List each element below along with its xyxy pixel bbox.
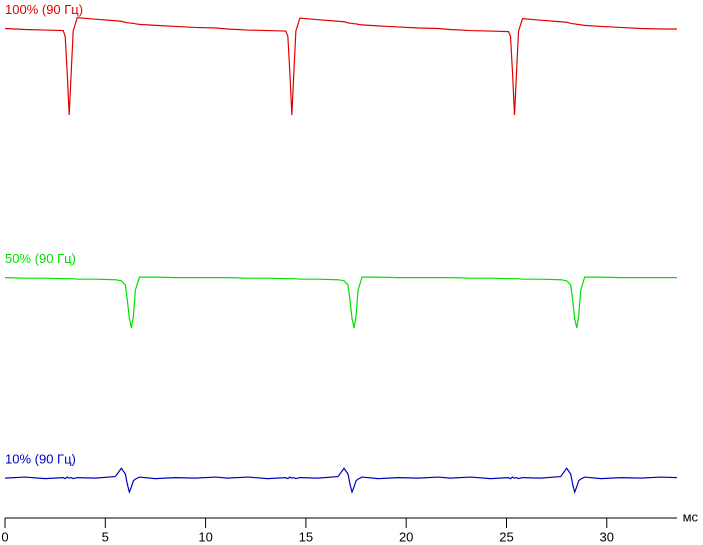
x-axis-label: мс bbox=[683, 509, 699, 524]
data-line bbox=[4, 16, 677, 116]
data-line bbox=[4, 467, 678, 495]
legend-label: 50% (90 Гц) bbox=[5, 251, 76, 266]
x-tick-label: 25 bbox=[499, 529, 513, 544]
x-tick-label: 20 bbox=[399, 529, 413, 544]
x-tick-label: 5 bbox=[102, 529, 109, 544]
x-tick-label: 10 bbox=[198, 529, 212, 544]
x-tick-label: 30 bbox=[600, 529, 614, 544]
x-tick-label: 15 bbox=[299, 529, 313, 544]
legend-label: 100% (90 Гц) bbox=[5, 2, 83, 17]
legend-label: 10% (90 Гц) bbox=[5, 452, 76, 467]
data-line bbox=[4, 276, 677, 329]
x-tick-label: 0 bbox=[1, 529, 8, 544]
